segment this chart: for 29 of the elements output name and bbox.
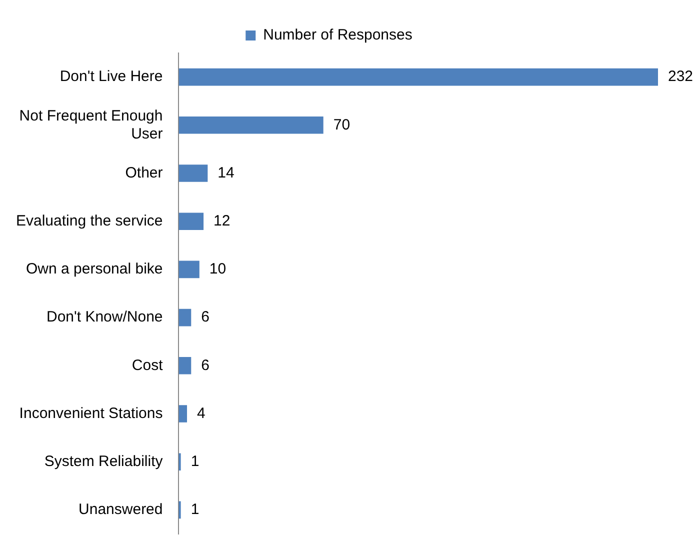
bar <box>178 116 324 134</box>
bar <box>178 68 658 86</box>
data-label: 4 <box>197 404 206 422</box>
data-label: 12 <box>214 212 230 230</box>
data-label: 1 <box>190 501 200 518</box>
y-tick-label: Own a personal bike <box>26 260 163 278</box>
y-tick-label: Not Frequent Enough User <box>19 107 163 142</box>
bar <box>178 405 188 422</box>
data-label: 14 <box>218 164 234 182</box>
bar <box>178 260 200 278</box>
legend-label: Number of Responses <box>263 26 412 44</box>
bar <box>178 356 192 374</box>
data-label: 6 <box>201 356 210 374</box>
y-tick-label: System Reliability <box>44 452 164 470</box>
bar <box>178 164 208 182</box>
data-label: 232 <box>668 68 694 86</box>
bar <box>178 308 192 326</box>
y-tick-label: Unanswered <box>78 501 163 518</box>
y-tick-label: Evaluating the service <box>16 212 163 230</box>
data-label: 6 <box>201 308 210 326</box>
y-tick-label: Cost <box>132 356 164 374</box>
bar <box>178 212 204 230</box>
data-label: 70 <box>333 116 350 134</box>
data-label: 1 <box>190 452 200 470</box>
y-tick-label: Don't Know/None <box>46 308 163 326</box>
y-tick-label: Other <box>125 164 163 182</box>
y-tick-label: Don't Live Here <box>60 68 163 86</box>
data-label: 10 <box>209 260 226 278</box>
y-tick-label: Inconvenient Stations <box>19 404 163 422</box>
